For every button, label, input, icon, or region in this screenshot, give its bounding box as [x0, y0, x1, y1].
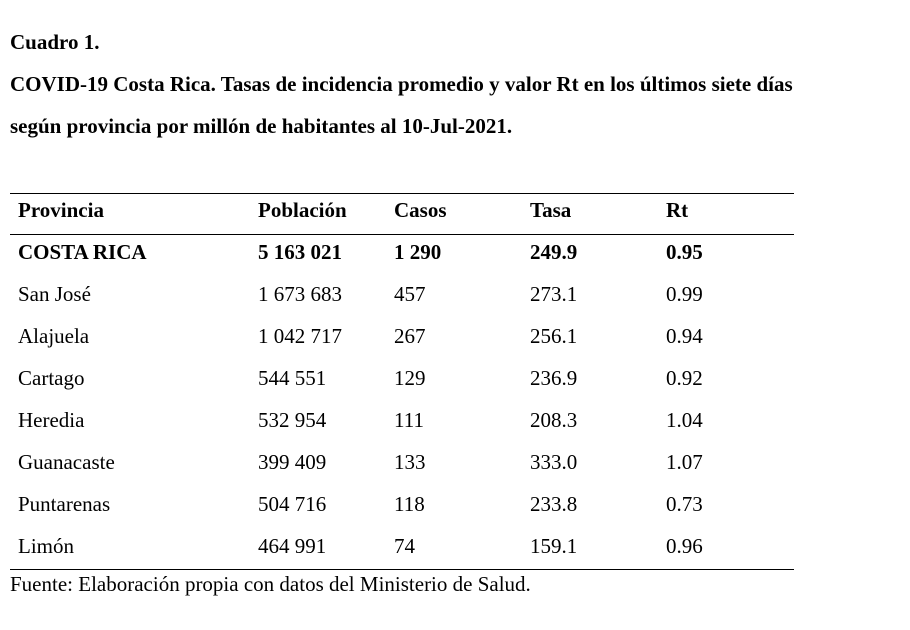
cell-casos: 1 290: [394, 240, 442, 264]
cell-tasa: 256.1: [530, 324, 578, 348]
cell-poblacion: 1 042 717: [258, 324, 342, 348]
cell-provincia: Alajuela: [18, 324, 90, 348]
cell-rt: 1.04: [666, 408, 703, 432]
cell-provincia: Guanacaste: [18, 450, 115, 474]
header-poblacion: Población: [258, 198, 347, 222]
cell-casos: 118: [394, 492, 425, 516]
cell-provincia: COSTA RICA: [18, 240, 147, 264]
cell-poblacion: 532 954: [258, 408, 327, 432]
cell-provincia: Heredia: [18, 408, 85, 432]
cell-poblacion: 544 551: [258, 366, 327, 390]
cell-tasa: 236.9: [530, 366, 578, 390]
header-tasa: Tasa: [530, 198, 572, 222]
table-top-rule: [10, 193, 794, 194]
cell-provincia: Puntarenas: [18, 492, 111, 516]
header-rt: Rt: [666, 198, 689, 222]
cell-tasa: 333.0: [530, 450, 578, 474]
cell-poblacion: 399 409: [258, 450, 327, 474]
cell-provincia: Cartago: [18, 366, 85, 390]
cell-casos: 111: [394, 408, 424, 432]
table-number: Cuadro 1.: [10, 30, 100, 54]
cell-casos: 267: [394, 324, 426, 348]
cell-rt: 0.99: [666, 282, 703, 306]
table-row: Cartago 544 551 129 236.9 0.92: [10, 361, 794, 403]
cell-poblacion: 1 673 683: [258, 282, 342, 306]
cell-casos: 133: [394, 450, 426, 474]
table-row-total: COSTA RICA 5 163 021 1 290 249.9 0.95: [10, 235, 794, 277]
cell-rt: 0.95: [666, 240, 703, 264]
table-source-note: Fuente: Elaboración propia con datos del…: [10, 572, 531, 596]
cell-tasa: 233.8: [530, 492, 578, 516]
table-row: Guanacaste 399 409 133 333.0 1.07: [10, 445, 794, 487]
cell-rt: 0.92: [666, 366, 703, 390]
cell-tasa: 159.1: [530, 534, 578, 558]
cell-poblacion: 504 716: [258, 492, 327, 516]
cell-rt: 0.96: [666, 534, 703, 558]
cell-rt: 0.73: [666, 492, 703, 516]
cell-tasa: 273.1: [530, 282, 578, 306]
cell-casos: 457: [394, 282, 426, 306]
table-row: Puntarenas 504 716 118 233.8 0.73: [10, 487, 794, 529]
table-header-row: Provincia Población Casos Tasa Rt: [10, 193, 794, 235]
table-title-line-2: según provincia por millón de habitantes…: [10, 114, 513, 138]
table-bottom-rule: [10, 569, 794, 570]
cell-casos: 74: [394, 534, 415, 558]
cell-rt: 0.94: [666, 324, 703, 348]
table-row: San José 1 673 683 457 273.1 0.99: [10, 277, 794, 319]
cell-rt: 1.07: [666, 450, 703, 474]
cell-provincia: Limón: [18, 534, 74, 558]
cell-tasa: 249.9: [530, 240, 578, 264]
table-row: Alajuela 1 042 717 267 256.1 0.94: [10, 319, 794, 361]
cell-casos: 129: [394, 366, 426, 390]
cell-tasa: 208.3: [530, 408, 578, 432]
table-row: Limón 464 991 74 159.1 0.96: [10, 529, 794, 571]
table-title-line-1: COVID-19 Costa Rica. Tasas de incidencia…: [10, 72, 793, 96]
header-provincia: Provincia: [18, 198, 104, 222]
table-header-rule: [10, 234, 794, 235]
table-row: Heredia 532 954 111 208.3 1.04: [10, 403, 794, 445]
header-casos: Casos: [394, 198, 447, 222]
cell-poblacion: 5 163 021: [258, 240, 342, 264]
cell-poblacion: 464 991: [258, 534, 327, 558]
cell-provincia: San José: [18, 282, 91, 306]
